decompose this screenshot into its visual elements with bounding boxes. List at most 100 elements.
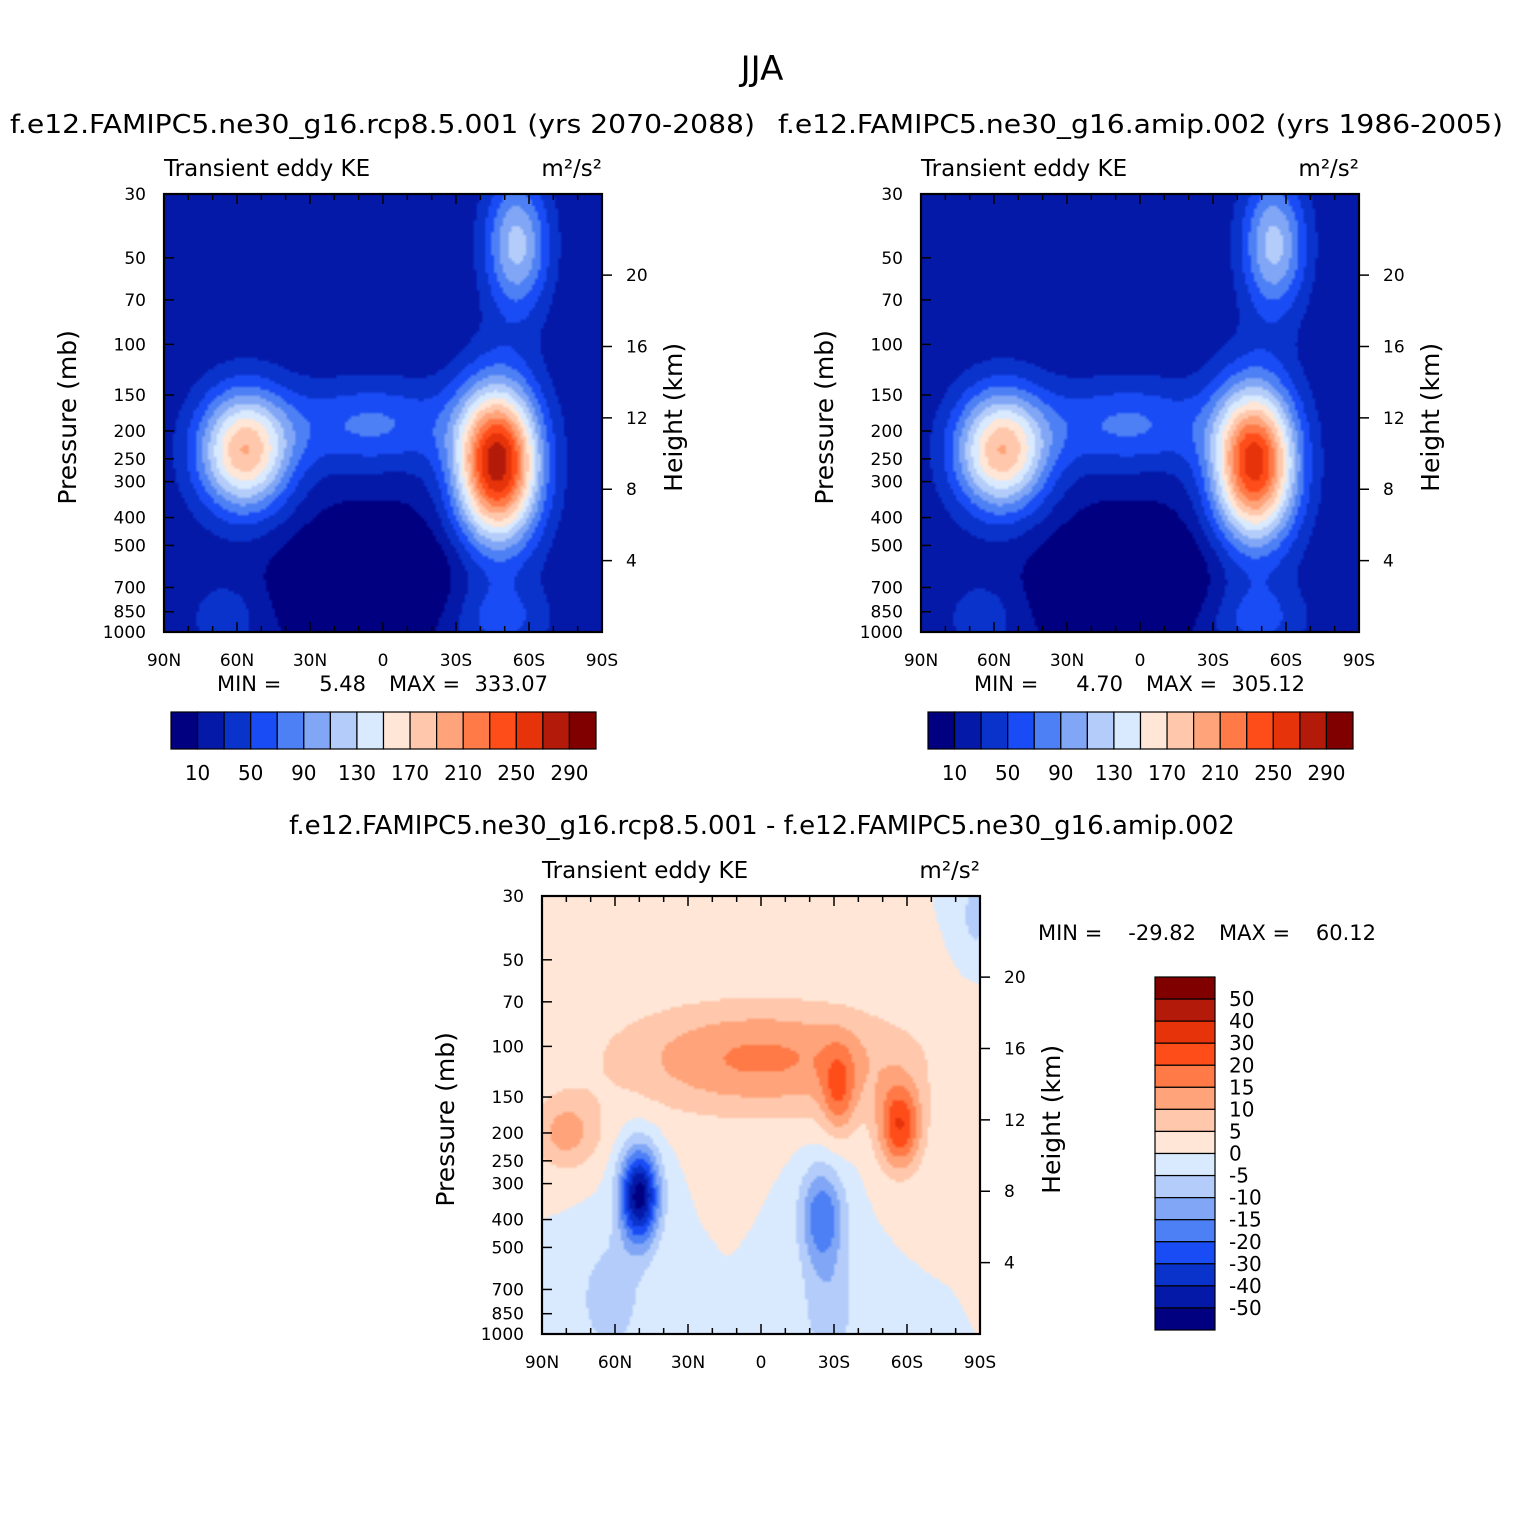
panel-3-x-tick-label: 90N: [525, 1353, 559, 1373]
panel-1-min-label: MIN =: [217, 672, 281, 696]
panel-1-max-value: 333.07: [475, 672, 548, 696]
panel-2-max-value: 305.12: [1232, 672, 1305, 696]
colorbar-diff-swatch: [1154, 1152, 1216, 1177]
panel-1-y-tick-label: 250: [114, 450, 146, 470]
panel-3-y2-axis-label: Height (km): [1037, 1045, 1066, 1194]
panel-1-x-tick-label: 60S: [513, 651, 545, 671]
panel-2-y-tick-label: 700: [871, 578, 903, 598]
panel-3-y-tick-label: 200: [492, 1124, 524, 1144]
panel-2-y2-tick-label: 8: [1383, 480, 1394, 500]
panel-3-y2-tick-label: 8: [1004, 1182, 1015, 1202]
colorbar-2-label: 290: [1307, 761, 1345, 785]
colorbar-diff-label: -15: [1229, 1208, 1262, 1232]
panel-3-x-tick-label: 60N: [598, 1353, 632, 1373]
colorbar-1-label: 290: [550, 761, 588, 785]
colorbar-diff-label: 5: [1229, 1119, 1242, 1143]
panel-3-title: f.e12.FAMIPC5.ne30_g16.rcp8.5.001 - f.e1…: [289, 811, 1235, 841]
panel-2-y-tick-label: 150: [871, 386, 903, 406]
colorbar-1-swatch: [329, 711, 358, 750]
colorbar-1-swatch: [223, 711, 252, 750]
colorbar-2-swatch: [1193, 711, 1221, 750]
panel-1-title: f.e12.FAMIPC5.ne30_g16.rcp8.5.001 (yrs 2…: [10, 110, 755, 140]
panel-2-x-tick-label: 0: [1135, 651, 1146, 671]
colorbar-diff-swatch: [1154, 1307, 1216, 1331]
panel-1-y2-tick-label: 8: [626, 480, 637, 500]
panel-2-y-tick-label: 400: [871, 509, 903, 529]
colorbar-panel-1: 10 50 90 130 170 210 250 290: [170, 711, 597, 785]
panel-2-y2-tick-label: 16: [1383, 337, 1405, 357]
colorbar-1-swatch: [409, 711, 438, 750]
colorbar-diff-label: 15: [1229, 1075, 1254, 1099]
colorbar-diff-label: 30: [1229, 1031, 1254, 1055]
panel-2-min-label: MIN =: [974, 672, 1038, 696]
colorbar-2-label: 210: [1201, 761, 1239, 785]
colorbar-1-label: 210: [444, 761, 482, 785]
colorbar-2-label: 90: [1048, 761, 1073, 785]
colorbar-2-swatch: [1325, 711, 1354, 750]
panel-2-min-value: 4.70: [1076, 672, 1123, 696]
panel-2-y-tick-label: 300: [871, 473, 903, 493]
panel-2-x-tick-label: 30S: [1197, 651, 1229, 671]
panel-3-contour-field: [542, 896, 980, 1334]
panel-3-y-tick-label: 850: [492, 1305, 524, 1325]
panel-1-y-tick-label: 100: [114, 335, 146, 355]
colorbar-1-swatch: [382, 711, 411, 750]
colorbar-2-label: 250: [1254, 761, 1292, 785]
panel-2-y-tick-label: 850: [871, 603, 903, 623]
panel-1-y-tick-label: 400: [114, 509, 146, 529]
panel-3-y2-tick-label: 4: [1004, 1254, 1015, 1274]
colorbar-1-swatch: [436, 711, 464, 750]
colorbar-diff-label: 40: [1229, 1009, 1254, 1033]
panel-3-y-tick-label: 50: [502, 951, 524, 971]
panel-1-y-tick-label: 700: [114, 578, 146, 598]
panel-diff: 90N 60N 30N 0 30S 60S 90S 30 50 70 100 150 200 250 300…: [431, 858, 1066, 1373]
colorbar-diff-label: -10: [1229, 1186, 1262, 1210]
panel-1-y-tick-label: 30: [124, 185, 146, 205]
colorbar-diff-swatch: [1154, 1197, 1216, 1221]
colorbar-1-label: 90: [291, 761, 316, 785]
panel-2-y-tick-label: 250: [871, 450, 903, 470]
colorbar-1-swatch: [568, 711, 597, 750]
colorbar-1-swatch: [303, 711, 331, 750]
panel-3-min-label: MIN =: [1038, 921, 1102, 945]
colorbar-diff-label: -5: [1229, 1164, 1249, 1188]
panel-1-y2-tick-label: 20: [626, 266, 648, 286]
colorbar-1-swatch: [356, 711, 385, 750]
panel-1-stats: MIN = 5.48 MAX = 333.07: [217, 672, 548, 696]
colorbar-1-label: 250: [497, 761, 535, 785]
panel-1-y-tick-label: 300: [114, 473, 146, 493]
colorbar-2-swatch: [1139, 711, 1168, 750]
panel-2-x-tick-label: 90N: [904, 651, 938, 671]
panel-1-x-tick-label: 30N: [293, 651, 327, 671]
colorbar-2-swatch: [1007, 711, 1035, 750]
colorbar-diff-swatch: [1154, 1064, 1216, 1088]
colorbar-diff-label: 50: [1229, 987, 1254, 1011]
colorbar-1-label: 130: [338, 761, 376, 785]
colorbar-1-label: 170: [391, 761, 429, 785]
panel-3-y-tick-label: 100: [492, 1037, 524, 1057]
colorbar-diff-swatch: [1154, 1108, 1216, 1133]
panel-1-y-tick-label: 70: [124, 291, 146, 311]
panel-1-x-tick-label: 60N: [220, 651, 254, 671]
panel-3-x-tick-label: 30S: [818, 1353, 850, 1373]
colorbar-2-swatch: [1219, 711, 1248, 750]
colorbar-diff-swatch: [1154, 976, 1216, 1000]
panel-1-x-tick-label: 90S: [586, 651, 618, 671]
panel-3-x-tick-label: 0: [756, 1353, 767, 1373]
panel-3-y-tick-label: 250: [492, 1152, 524, 1172]
colorbar-2-swatch: [1113, 711, 1142, 750]
colorbar-diff-label: 10: [1229, 1097, 1254, 1121]
panel-1-y2-tick-label: 12: [626, 409, 648, 429]
colorbar-diff-label: -20: [1229, 1230, 1262, 1254]
colorbar-1-swatch: [276, 711, 305, 750]
panel-2-y-tick-label: 1000: [860, 623, 903, 643]
colorbar-2-swatch: [1033, 711, 1062, 750]
panel-2-title: f.e12.FAMIPC5.ne30_g16.amip.002 (yrs 198…: [778, 110, 1503, 140]
colorbar-1-swatch: [196, 711, 225, 750]
panel-2-x-tick-label: 30N: [1050, 651, 1084, 671]
panel-2-contour-field: [921, 194, 1359, 632]
panel-3-min-value: -29.82: [1128, 921, 1196, 945]
colorbar-2-swatch: [980, 711, 1009, 750]
panel-1-y-tick-label: 1000: [103, 623, 146, 643]
